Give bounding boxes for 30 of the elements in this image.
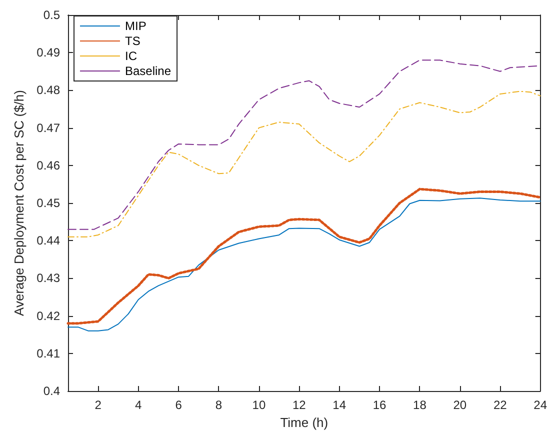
x-tick-label: 4: [135, 398, 142, 412]
x-tick-label: 14: [332, 398, 346, 412]
y-tick-label: 0.42: [36, 308, 60, 323]
x-tick-label: 6: [175, 398, 182, 412]
y-tick-label: 0.49: [36, 46, 60, 60]
y-tick-label: 0.47: [36, 120, 60, 135]
y-tick-label: 0.48: [36, 83, 60, 98]
legend-label: IC: [125, 49, 138, 63]
x-tick-label: 22: [493, 398, 508, 412]
x-tick-label: 8: [215, 398, 222, 412]
y-tick-label: 0.46: [36, 158, 60, 172]
x-tick-label: 10: [252, 398, 266, 412]
y-tick-label: 0.4: [43, 384, 60, 398]
y-tick-label: 0.43: [36, 271, 60, 286]
y-axis-title: Average Deployment Cost per SC ($/h): [12, 90, 27, 316]
legend-label: MIP: [125, 19, 146, 33]
x-tick-label: 2: [94, 398, 102, 412]
y-tick-label: 0.44: [36, 234, 60, 248]
x-tick-label: 16: [372, 398, 387, 412]
x-tick-label: 12: [292, 398, 306, 412]
y-tick-label: 0.45: [36, 196, 60, 210]
x-tick-label: 20: [453, 398, 467, 412]
legend-label: TS: [125, 34, 140, 48]
x-axis-title: Time (h): [280, 414, 328, 430]
y-tick-label: 0.41: [36, 346, 60, 360]
y-tick-label: 0.5: [43, 8, 60, 22]
legend-label: Baseline: [125, 64, 172, 78]
x-tick-label: 24: [534, 398, 548, 412]
x-tick-label: 18: [413, 398, 427, 412]
line-series: [68, 90, 541, 238]
